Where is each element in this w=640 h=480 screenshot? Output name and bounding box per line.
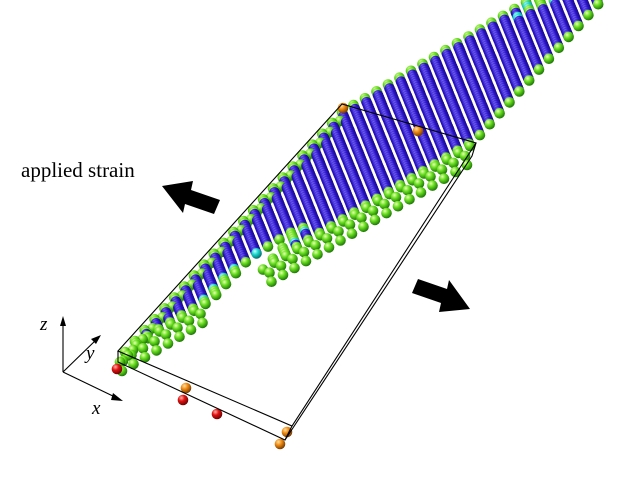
axis-y-label: y <box>86 343 95 364</box>
atom <box>197 317 208 329</box>
applied-strain-label: applied strain <box>21 158 135 182</box>
atom <box>220 278 232 290</box>
atom <box>543 53 555 64</box>
atom <box>210 289 222 301</box>
atom <box>281 426 293 438</box>
atom <box>298 246 310 258</box>
atom <box>344 219 356 230</box>
atom <box>413 178 425 189</box>
atom <box>211 408 223 420</box>
atom <box>323 242 335 253</box>
simulation-cell-box <box>117 103 477 441</box>
atom <box>160 329 172 340</box>
atom <box>448 157 459 169</box>
atom <box>149 336 160 347</box>
atom <box>333 226 344 237</box>
atom <box>533 64 545 75</box>
atom <box>494 108 505 119</box>
atom <box>180 382 192 394</box>
atom <box>504 97 515 108</box>
atom <box>583 9 594 21</box>
atom <box>425 171 436 182</box>
atom <box>312 249 323 260</box>
atom <box>346 228 358 239</box>
atom <box>240 257 252 268</box>
atom <box>128 358 139 370</box>
atom <box>162 338 174 349</box>
atom <box>321 233 333 244</box>
atom <box>358 221 369 233</box>
atom <box>274 234 285 245</box>
atom <box>356 212 367 224</box>
atom <box>379 198 390 210</box>
atom <box>289 262 300 274</box>
atom <box>369 214 381 226</box>
atom <box>436 164 448 175</box>
atom <box>310 240 321 251</box>
atom <box>266 276 277 288</box>
atom <box>514 86 525 97</box>
atom <box>172 322 183 334</box>
atom <box>264 267 275 279</box>
atom <box>563 31 574 43</box>
axis-x-label: x <box>92 398 101 419</box>
atom <box>427 180 438 191</box>
atom <box>287 253 298 265</box>
atom <box>412 125 424 137</box>
atom <box>402 185 413 196</box>
atom <box>381 207 392 219</box>
atom <box>300 255 312 267</box>
atom <box>450 166 461 178</box>
atom <box>200 298 211 310</box>
atom <box>185 324 197 336</box>
atom <box>474 129 486 141</box>
atom <box>111 363 123 375</box>
atom-spheres <box>111 0 604 450</box>
atom <box>230 267 242 279</box>
atom <box>390 191 402 203</box>
atom <box>573 20 584 32</box>
atom <box>174 331 185 343</box>
atom <box>415 187 427 198</box>
atom <box>392 200 404 212</box>
xyz-axes-icon <box>60 316 123 401</box>
strain-arrow-left-icon <box>162 181 220 214</box>
atom <box>262 241 274 252</box>
atom <box>177 394 189 406</box>
atom <box>139 352 151 363</box>
atom <box>274 438 286 450</box>
atom <box>137 343 149 354</box>
axis-z-label: z <box>40 314 48 335</box>
atom <box>367 205 379 217</box>
atom <box>553 42 565 54</box>
atom <box>523 75 535 86</box>
atom <box>335 235 346 246</box>
atom <box>277 269 289 281</box>
atom <box>151 345 162 356</box>
atom <box>459 150 471 162</box>
atom <box>275 260 287 272</box>
atom <box>438 173 450 184</box>
atom <box>251 248 262 259</box>
atom <box>592 0 604 10</box>
atom <box>183 315 195 327</box>
atom <box>404 194 415 205</box>
atom <box>195 308 206 320</box>
atom <box>484 118 496 130</box>
strain-arrow-right-icon <box>412 279 470 312</box>
